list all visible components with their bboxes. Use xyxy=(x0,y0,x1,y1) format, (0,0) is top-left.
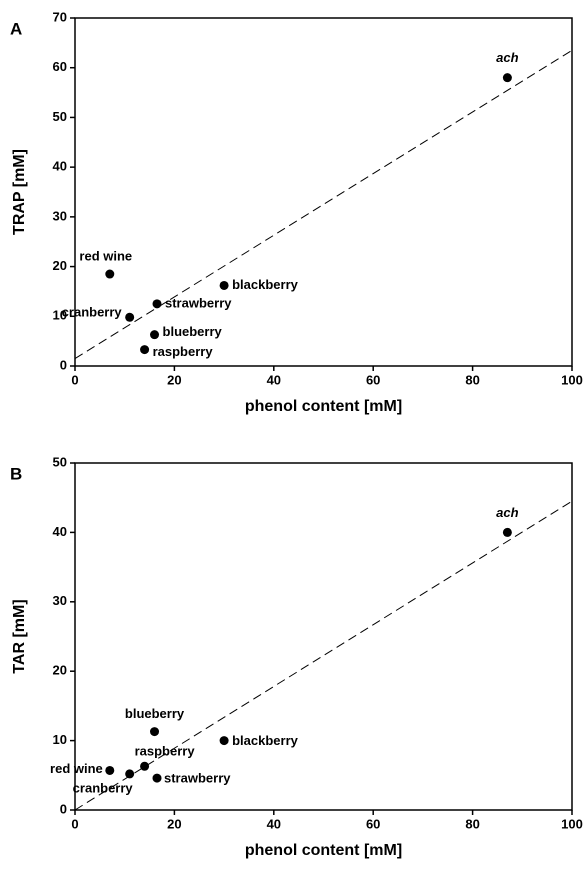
x-tick-label: 60 xyxy=(366,372,380,387)
y-tick-label: 30 xyxy=(53,208,67,223)
data-point xyxy=(219,736,229,746)
x-tick-label: 20 xyxy=(167,372,181,387)
point-label: strawberry xyxy=(164,771,231,786)
x-tick-label: 20 xyxy=(167,816,181,831)
y-axis-label: TAR [mM] xyxy=(11,599,28,673)
point-label: blueberry xyxy=(125,706,185,721)
x-axis-label: phenol content [mM] xyxy=(245,842,402,859)
y-tick-label: 0 xyxy=(60,801,67,816)
point-label: cranberry xyxy=(73,780,134,795)
point-label: red wine xyxy=(50,761,103,776)
y-tick-label: 70 xyxy=(53,9,67,24)
y-tick-label: 50 xyxy=(53,109,67,124)
data-point xyxy=(502,73,512,83)
data-point xyxy=(105,765,115,775)
x-tick-label: 80 xyxy=(465,816,479,831)
point-label: red wine xyxy=(79,248,132,263)
point-label: ach xyxy=(496,505,518,520)
x-tick-label: 60 xyxy=(366,816,380,831)
x-tick-label: 40 xyxy=(267,372,281,387)
x-tick-label: 100 xyxy=(561,816,583,831)
point-label: blueberry xyxy=(163,324,223,339)
x-tick-label: 80 xyxy=(465,372,479,387)
data-point xyxy=(152,773,162,783)
y-tick-label: 20 xyxy=(53,258,67,273)
point-label: blackberry xyxy=(232,733,299,748)
y-tick-label: 10 xyxy=(53,732,67,747)
x-tick-label: 0 xyxy=(71,372,78,387)
data-point xyxy=(219,280,229,290)
data-point xyxy=(502,527,512,537)
y-tick-label: 0 xyxy=(60,357,67,372)
plot-frame xyxy=(74,17,573,367)
y-tick-label: 30 xyxy=(53,593,67,608)
data-point xyxy=(150,727,160,737)
data-point xyxy=(125,769,135,779)
regression-line xyxy=(74,500,573,811)
panel-label: A xyxy=(10,19,22,38)
plot-frame xyxy=(74,462,573,811)
point-label: ach xyxy=(496,50,518,65)
y-tick-label: 40 xyxy=(53,524,67,539)
data-point xyxy=(125,312,135,322)
y-tick-label: 10 xyxy=(53,308,67,323)
point-label: strawberry xyxy=(165,295,232,310)
regression-line xyxy=(74,49,573,359)
y-tick-label: 60 xyxy=(53,59,67,74)
x-tick-label: 40 xyxy=(267,816,281,831)
data-point xyxy=(140,345,150,355)
point-label: blackberry xyxy=(232,277,299,292)
x-tick-label: 0 xyxy=(71,816,78,831)
y-tick-label: 20 xyxy=(53,663,67,678)
point-label: raspberry xyxy=(153,344,214,359)
data-point xyxy=(105,269,115,279)
y-tick-label: 40 xyxy=(53,159,67,174)
x-tick-label: 100 xyxy=(561,372,583,387)
data-point xyxy=(140,761,150,771)
point-label: cranberry xyxy=(62,305,123,320)
data-point xyxy=(152,299,162,309)
panel-label: B xyxy=(10,464,22,483)
x-axis-label: phenol content [mM] xyxy=(245,398,402,415)
data-point xyxy=(150,330,160,340)
y-axis-label: TRAP [mM] xyxy=(11,149,28,235)
point-label: raspberry xyxy=(135,744,196,759)
y-tick-label: 50 xyxy=(53,454,67,469)
